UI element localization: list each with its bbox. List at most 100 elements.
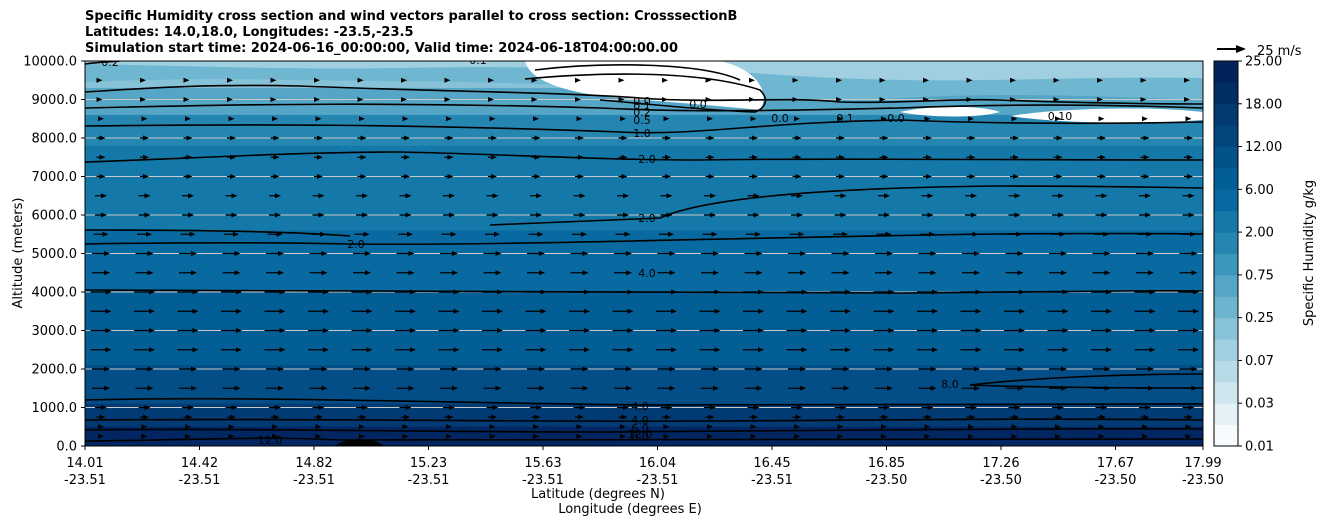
colorbar-segment: [1214, 253, 1238, 276]
wind-arrow-head: [497, 347, 503, 353]
chart-title-line-3: Simulation start time: 2024-06-16_00:00:…: [85, 41, 678, 56]
y-tick-label: 10000.0: [23, 55, 77, 70]
wind-arrow-head: [405, 193, 412, 199]
wind-arrow-head: [447, 135, 454, 141]
wind-arrow-head: [710, 193, 716, 199]
wind-arrow-head: [410, 289, 416, 295]
wind-arrow-head: [1053, 77, 1060, 83]
wind-arrow-head: [275, 212, 281, 218]
wind-arrow-head: [317, 154, 323, 160]
colorbar-segment: [1214, 61, 1238, 83]
wind-arrow-head: [99, 135, 106, 141]
y-tick-label: 0.0: [56, 440, 77, 455]
wind-arrow-head: [408, 366, 415, 372]
wind-arrow-head: [272, 433, 278, 439]
wind-arrow-head: [1142, 433, 1148, 439]
contour-line: [85, 418, 1203, 422]
y-tick-label: 4000.0: [32, 286, 78, 301]
colorbar-tick-label: 0.07: [1245, 354, 1274, 369]
wind-arrow-head: [932, 289, 938, 295]
wind-arrow-head: [147, 366, 154, 372]
x-tick-label-lon: -23.51: [637, 473, 679, 488]
wind-arrow-head: [887, 251, 893, 256]
wind-arrow-head: [1019, 308, 1025, 314]
wind-arrow-head: [315, 424, 322, 430]
wind-arrow-head: [492, 212, 499, 218]
wind-arrow-head: [1097, 97, 1103, 102]
wind-arrow-head: [143, 154, 149, 160]
wind-arrow-head: [1019, 328, 1025, 333]
wind-arrow-head: [236, 289, 242, 295]
wind-arrow-head: [663, 424, 670, 430]
wind-arrow-head: [671, 328, 677, 333]
wind-arrow-head: [533, 424, 539, 430]
wind-arrow-head: [879, 77, 886, 83]
wind-arrow-head: [1188, 212, 1195, 218]
wind-arrow-head: [662, 77, 668, 83]
wind-arrow-head: [708, 154, 715, 160]
wind-arrow-head: [401, 77, 407, 83]
wind-arrow-head: [191, 251, 197, 256]
wind-arrow-head: [843, 385, 850, 391]
wind-arrow-head: [1185, 116, 1192, 122]
wind-arrow-head: [188, 193, 194, 199]
wind-arrow-head: [191, 270, 197, 276]
wind-arrow-head: [272, 424, 278, 430]
contour-label: 2.0: [347, 238, 365, 251]
wind-arrow-head: [185, 116, 191, 122]
wind-arrow-head: [278, 366, 284, 372]
wind-arrow-head: [969, 174, 976, 179]
wind-arrow-head: [230, 174, 236, 179]
wind-arrow-head: [930, 366, 937, 372]
wind-arrow-head: [758, 328, 764, 333]
colorbar-segment: [1214, 210, 1238, 233]
wind-arrow-head: [797, 193, 803, 199]
wind-arrow-head: [1098, 424, 1105, 430]
humidity-patch: [85, 61, 1203, 81]
wind-arrow-head: [533, 433, 539, 439]
wind-arrow-head: [275, 193, 281, 199]
wind-arrow-head: [1188, 193, 1195, 199]
wind-arrow-head: [1062, 308, 1069, 314]
wind-arrow-head: [540, 289, 547, 295]
colorbar-segment: [1214, 103, 1238, 126]
wind-arrow-head: [101, 193, 107, 199]
wind-arrow-head: [144, 212, 151, 218]
wind-arrow-head: [1056, 154, 1063, 160]
wind-arrow-head: [1055, 424, 1061, 430]
wind-arrow-head: [540, 308, 547, 314]
wind-arrow-head: [314, 77, 320, 83]
wind-arrow-head: [228, 116, 235, 122]
wind-arrow-head: [321, 366, 328, 372]
wind-arrow-head: [579, 193, 586, 199]
wind-arrow-head: [1191, 251, 1198, 256]
wind-arrow-head: [192, 328, 199, 333]
wind-arrow-head: [1190, 231, 1196, 237]
wind-arrow-head: [924, 116, 931, 122]
y-tick-label: 1000.0: [32, 401, 78, 416]
wind-arrow-head: [932, 308, 938, 314]
y-tick-label: 3000.0: [32, 324, 78, 339]
wind-arrow-head: [1058, 212, 1064, 218]
wind-arrow-head: [1193, 328, 1199, 333]
wind-arrow-head: [318, 405, 325, 410]
wind-arrow-head: [1140, 77, 1147, 83]
contour-line: [534, 64, 741, 81]
wind-arrow-head: [192, 308, 199, 314]
wind-arrow-head: [323, 289, 329, 295]
wind-arrow-head: [1104, 251, 1111, 256]
wind-arrow-head: [843, 366, 850, 372]
wind-arrow-head: [357, 97, 364, 102]
wind-arrow-head: [96, 97, 103, 102]
wind-arrow-head: [665, 154, 671, 160]
wind-arrow-head: [1056, 135, 1063, 141]
wind-arrow-head: [147, 385, 154, 391]
wind-arrow-head: [930, 251, 937, 256]
contour-line: [85, 397, 1203, 406]
wind-arrow-head: [143, 135, 149, 141]
wind-arrow-head: [402, 116, 409, 122]
wind-arrow-head: [749, 77, 755, 83]
wind-arrow-head: [410, 347, 416, 353]
colorbar-tick-label: 6.00: [1245, 183, 1274, 198]
wind-arrow-head: [1193, 347, 1199, 353]
